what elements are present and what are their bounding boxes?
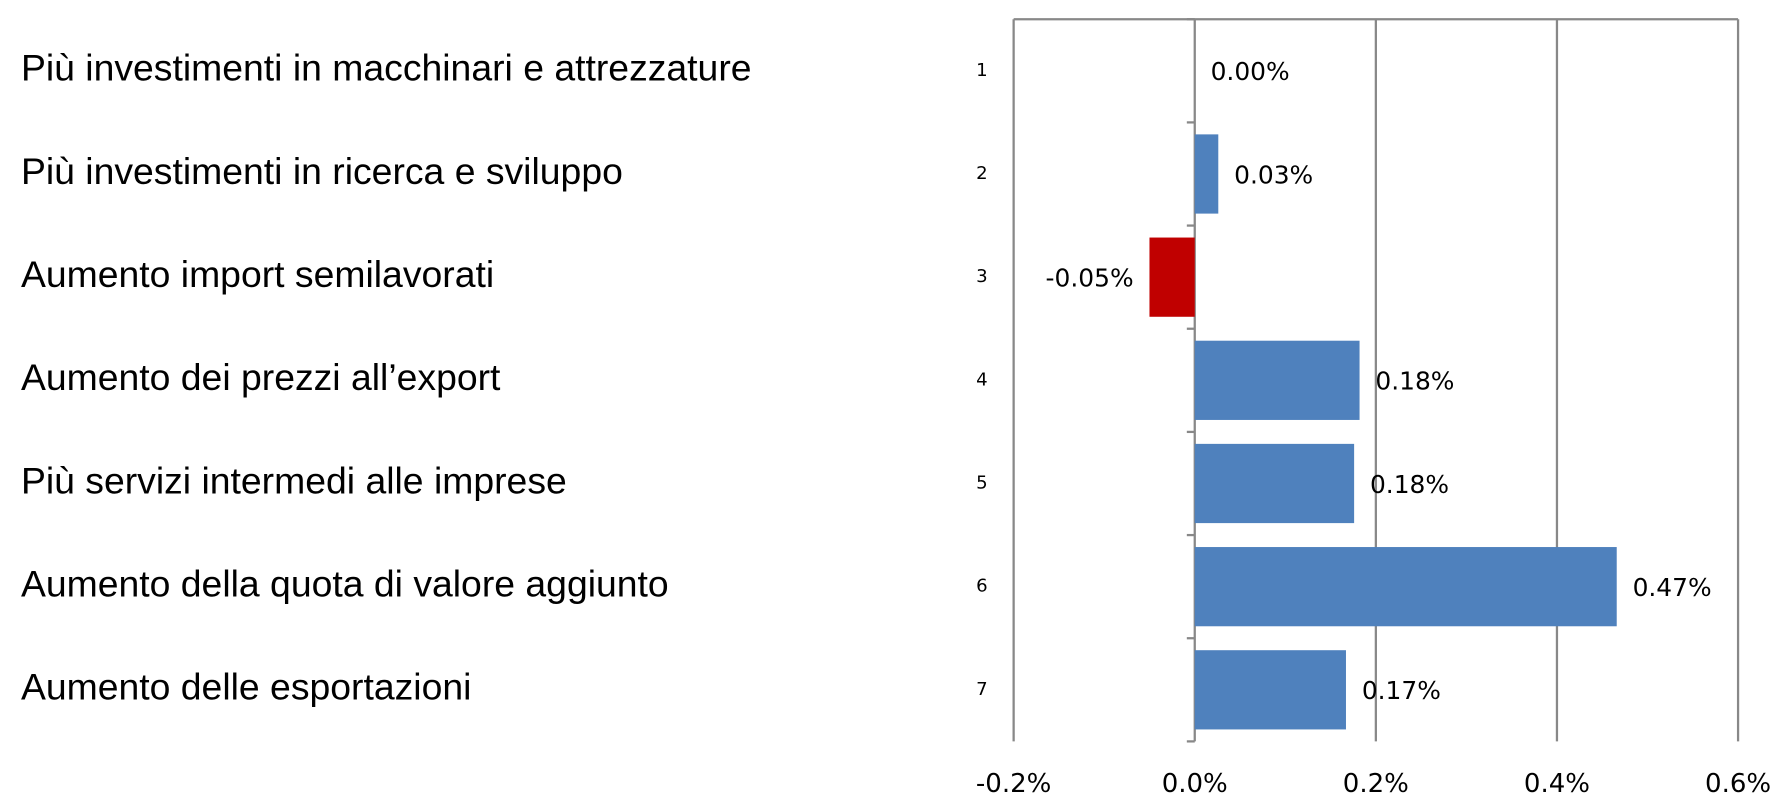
bar [1149,237,1195,317]
y-tick-label: 5 [976,472,988,493]
description-label: Aumento delle esportazioni [21,666,471,708]
description-label: Più investimenti in macchinari e attrezz… [21,47,752,89]
value-label: 0.00% [1211,57,1290,86]
x-tick-label: 0.6% [1705,769,1771,798]
x-tick-label: -0.2% [976,769,1051,798]
bar [1194,443,1355,524]
description-label: Aumento dei prezzi all’export [21,356,501,398]
bar [1194,547,1617,627]
y-tick-label: 7 [976,679,988,700]
description-label: Più servizi intermedi alle imprese [21,459,567,501]
value-label: 0.18% [1375,367,1454,396]
bar [1194,340,1360,420]
y-tick-label: 4 [976,369,988,390]
description-label: Aumento import semilavorati [21,253,494,295]
value-label: -0.05% [1046,263,1134,292]
y-tick-label: 2 [976,163,988,184]
value-label: 0.17% [1362,676,1441,705]
y-tick-label: 6 [976,576,988,597]
value-label: 0.03% [1234,160,1313,189]
y-tick-label: 1 [976,60,988,81]
x-tick-label: 0.2% [1343,769,1409,798]
description-label: Più investimenti in ricerca e sviluppo [21,150,623,192]
x-tick-label: 0.0% [1162,769,1228,798]
bar [1194,134,1219,214]
value-label: 0.18% [1370,470,1449,499]
value-label: 0.47% [1633,573,1712,602]
y-tick-label: 3 [976,266,988,287]
description-label: Aumento della quota di valore aggiunto [21,563,669,605]
x-tick-label: 0.4% [1524,769,1590,798]
bar [1194,650,1346,730]
